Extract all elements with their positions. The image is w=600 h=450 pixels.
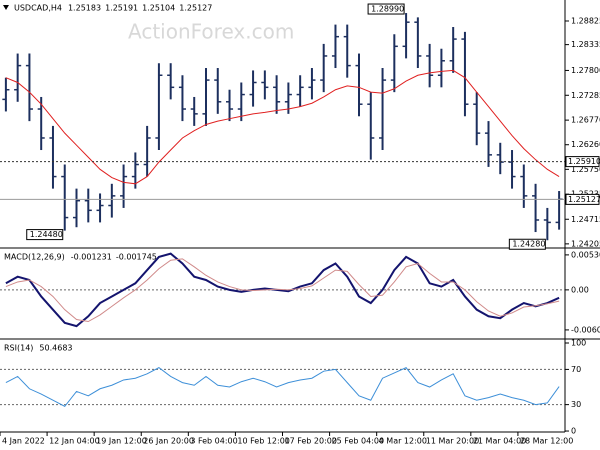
x-tick-label: 28 Mar 12:00 xyxy=(520,437,573,446)
readout-value: -0.001745 xyxy=(116,253,157,262)
y-tick-label: 1.25750 xyxy=(571,165,600,174)
watermark: ActionForex.com xyxy=(128,20,294,44)
series-line xyxy=(5,367,560,408)
y-tick-label: 0.00 xyxy=(571,285,589,294)
readout-value: 1.25127 xyxy=(179,4,212,13)
y-tick-label: 0.005307 xyxy=(571,250,600,259)
x-tick-label: 4 Jan 2022 xyxy=(2,437,45,446)
series-line xyxy=(5,258,560,323)
readout-value: 50.4683 xyxy=(39,344,72,353)
series-line xyxy=(5,252,560,328)
y-tick-label: 1.28335 xyxy=(571,40,600,49)
price-level-label: 1.25127 xyxy=(568,195,600,204)
x-tick-label: 19 Jan 12:00 xyxy=(96,437,147,446)
x-tick-label: 21 Mar 04:00 xyxy=(473,437,526,446)
panel-title: RSI(14) xyxy=(4,344,33,353)
price-level-box xyxy=(565,156,600,168)
y-tick-label: 100 xyxy=(571,338,586,347)
annotation-label: 1.24480 xyxy=(30,230,63,239)
annotation-box xyxy=(367,3,405,15)
x-tick-label: 25 Feb 04:00 xyxy=(332,437,384,446)
y-tick-label: 0 xyxy=(571,427,576,436)
moving-average xyxy=(5,69,560,185)
x-tick-label: 12 Jan 04:00 xyxy=(49,437,100,446)
y-tick-label: -0.006074 xyxy=(571,325,600,334)
y-tick-label: 1.27285 xyxy=(571,91,600,100)
readout-value: 1.25183 xyxy=(68,4,101,13)
y-tick-label: 1.27800 xyxy=(571,66,600,75)
y-tick-label: 1.26260 xyxy=(571,140,600,149)
y-tick-label: 30 xyxy=(571,400,581,409)
x-tick-label: 17 Feb 20:00 xyxy=(285,437,337,446)
menu-arrow xyxy=(3,5,9,10)
x-tick-label: 4 Mar 12:00 xyxy=(379,437,427,446)
panel-title: MACD(12,26,9) xyxy=(4,253,65,262)
y-tick-label: 1.24205 xyxy=(571,239,600,248)
readout-value: -0.001231 xyxy=(71,253,112,262)
readout-value: 1.25191 xyxy=(105,4,138,13)
annotation-box xyxy=(508,238,546,250)
price-level-box xyxy=(565,193,600,205)
y-tick-label: 70 xyxy=(571,365,581,374)
x-tick-label: 26 Jan 20:00 xyxy=(143,437,194,446)
y-tick-label: 1.26770 xyxy=(571,116,600,125)
annotation-label: 1.24280 xyxy=(512,240,545,249)
readout-value: 1.25104 xyxy=(142,4,175,13)
x-tick-label: 3 Feb 04:00 xyxy=(190,437,237,446)
y-tick-label: 1.24715 xyxy=(571,215,600,224)
y-tick-label: 1.28825 xyxy=(571,16,600,25)
annotation-label: 1.28990 xyxy=(371,5,404,14)
x-tick-label: 10 Feb 12:00 xyxy=(237,437,289,446)
price-level-label: 1.25910 xyxy=(568,157,600,166)
panel-title: USDCAD,H4 xyxy=(14,4,62,13)
x-tick-label: 11 Mar 20:00 xyxy=(426,437,479,446)
annotation-box xyxy=(26,229,64,241)
